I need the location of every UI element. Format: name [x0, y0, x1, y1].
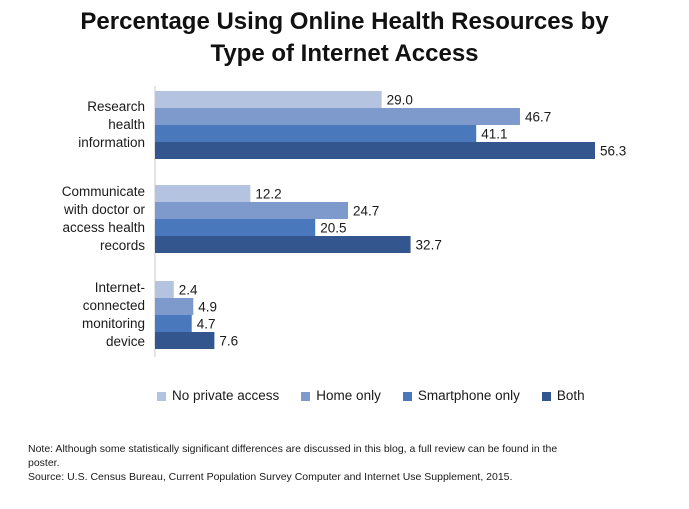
data-label-1-2: 20.5: [320, 221, 346, 236]
category-label-line: information: [78, 135, 145, 150]
bar-2-3: [155, 332, 215, 349]
data-label-1-1: 24.7: [353, 204, 379, 219]
data-label-2-3: 7.6: [219, 334, 238, 349]
note-line-2: poster.: [28, 457, 60, 469]
data-label-0-1: 46.7: [525, 110, 551, 125]
category-label-line: with doctor or: [63, 202, 145, 217]
legend-swatch: [402, 391, 412, 401]
category-label-line: access health: [62, 220, 145, 235]
category-label-line: Research: [87, 99, 145, 114]
legend-label: Home only: [316, 388, 381, 403]
data-label-0-2: 41.1: [481, 127, 507, 142]
bar-0-0: [155, 91, 382, 108]
category-label-1: Communicate with doctor or access health re…: [25, 183, 145, 255]
legend-label: No private access: [172, 388, 280, 403]
bar-1-2: [155, 219, 316, 236]
category-label-line: device: [105, 334, 145, 349]
category-label-line: connected: [82, 298, 145, 313]
legend-swatch: [301, 391, 311, 401]
chart-title: Percentage Using Online Health Resources…: [0, 6, 689, 70]
bar-0-2: [155, 125, 477, 142]
bar-2-1: [155, 298, 194, 315]
bar-chart: 29.0 46.7 41.1 56.3 12.2 24.7 20.5 32.7 2.44.9 4.…: [154, 86, 626, 357]
note-line-1: Note: Although some statistically signif…: [28, 443, 558, 455]
legend-label: Smartphone only: [417, 388, 520, 403]
data-label-2-1: 4.9: [198, 300, 217, 315]
data-label-1-0: 12.2: [255, 187, 281, 202]
source-line: Source: U.S. Census Bureau, Current Popu…: [28, 471, 513, 483]
data-label-1-3: 32.7: [416, 238, 442, 253]
data-label-0-0: 29.0: [387, 93, 413, 108]
legend-item-3: Both: [541, 388, 585, 404]
legend: No private access Home only Smartphone onl…: [157, 388, 585, 404]
legend-label: Both: [556, 388, 585, 403]
category-label-line: monitoring: [81, 316, 145, 331]
legend-item-2: Smartphone only: [402, 388, 520, 404]
category-label-line: Communicate: [61, 184, 145, 199]
category-label-line: records: [99, 238, 145, 253]
legend-swatch: [157, 391, 166, 401]
legend-swatch: [541, 391, 551, 401]
bar-0-3: [155, 142, 595, 159]
category-label-2: Internet-connected monitoring device: [25, 279, 145, 351]
bar-2-0: [155, 281, 174, 298]
chart-title-line-2: Type of Internet Access: [210, 40, 479, 67]
legend-item-1: Home only: [301, 388, 381, 404]
data-label-0-3: 56.3: [600, 144, 626, 159]
bar-0-1: [155, 108, 520, 125]
category-label-line: health: [108, 117, 145, 132]
category-label-0: Research health information: [25, 98, 145, 152]
data-label-2-2: 4.7: [197, 317, 216, 332]
data-label-2-0: 2.4: [179, 283, 198, 298]
bar-1-1: [155, 202, 349, 219]
bar-2-2: [155, 315, 192, 332]
footnote: Note: Although some statistically signif…: [28, 442, 668, 484]
category-label-line: Internet-: [94, 280, 145, 295]
chart-title-line-1: Percentage Using Online Health Resources…: [80, 8, 609, 35]
legend-item-0: No private access: [157, 388, 279, 404]
bar-1-3: [155, 236, 411, 253]
bar-1-0: [155, 185, 251, 202]
